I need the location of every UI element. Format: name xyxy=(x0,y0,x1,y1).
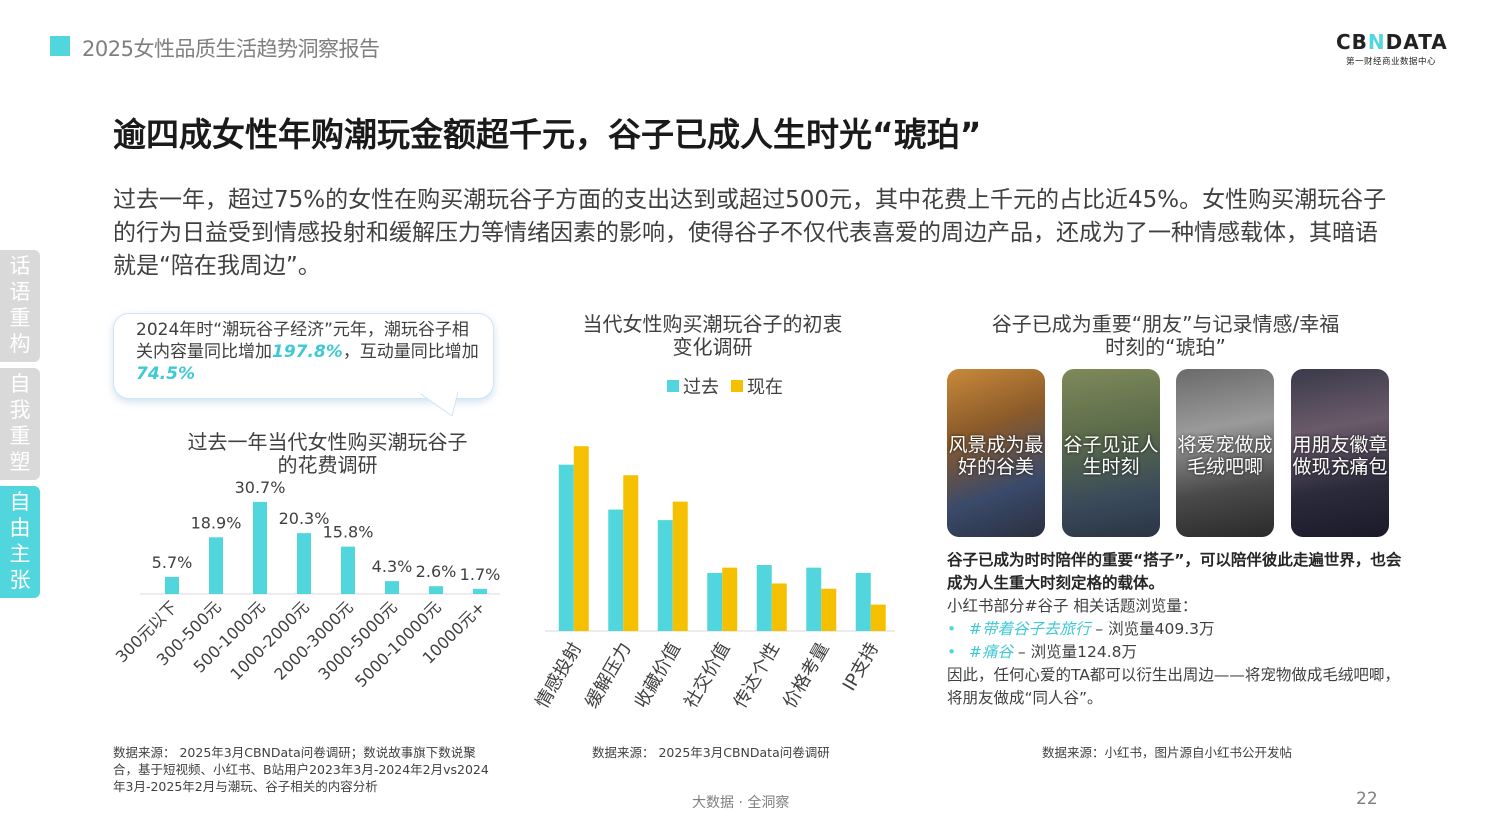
right-panel-text: 谷子已成为时时陪伴的重要“搭子”，可以陪伴彼此走遍世界，也会成为人生重大时刻定格… xyxy=(947,549,1407,710)
source-note-right: 数据来源：小红书，图片源自小红书公开发帖 xyxy=(1042,745,1293,760)
data-label: 15.8% xyxy=(323,523,374,542)
photo-card-scenery[interactable]: 风景成为最好的谷美 xyxy=(947,369,1045,537)
tick-label: 价格考量 xyxy=(779,639,833,712)
companion-statement: 谷子已成为时时陪伴的重要“搭子”，可以陪伴彼此走遍世界，也会成为人生重大时刻定格… xyxy=(947,551,1402,592)
motivation-legend: 过去 现在 xyxy=(667,373,783,399)
photo-card-pet[interactable]: 将爱宠做成毛绒吧唧 xyxy=(1176,369,1274,537)
side-tab-discourse[interactable]: 话语重构 xyxy=(0,250,40,362)
motivation-chart-title: 当代女性购买潮玩谷子的初衷 变化调研 xyxy=(582,312,843,359)
bar xyxy=(473,588,487,594)
bar xyxy=(341,546,355,594)
bar-now xyxy=(672,501,688,631)
side-tab-self[interactable]: 自我重塑 xyxy=(0,368,40,480)
data-label: 18.9% xyxy=(191,513,242,532)
topic-tag-itabag[interactable]: #痛谷 xyxy=(969,643,1013,661)
bar-now xyxy=(771,583,787,631)
page-number: 22 xyxy=(1356,789,1378,809)
tick-label: IP支持 xyxy=(839,639,883,695)
data-label: 2.6% xyxy=(416,562,457,581)
speech-bubble-tail xyxy=(418,392,458,416)
spend-bar-chart: 5.7%300元以下18.9%300-500元30.7%500-1000元20.… xyxy=(112,478,501,691)
brand-name: CBNDATA xyxy=(1336,30,1448,54)
source-note-left: 数据来源： 2025年3月CBNData问卷调研；数说故事旗下数说聚合，基于短视… xyxy=(113,745,489,794)
bar-now xyxy=(870,604,886,631)
brand-logo: CBNDATA 第一财经商业数据中心 xyxy=(1336,30,1448,67)
intro-paragraph: 过去一年，超过75%的女性在购买潮玩谷子方面的支出达到或超过500元，其中花费上… xyxy=(113,187,1387,279)
slide-headline: 逾四成女性年购潮玩金额超千元，谷子已成人生时光“琥珀” xyxy=(113,115,982,154)
side-tab-freedom[interactable]: 自由主张 xyxy=(0,486,40,598)
bar xyxy=(253,501,267,594)
report-title: 2025女性品质生活趋势洞察报告 xyxy=(82,37,380,61)
bar xyxy=(385,581,399,594)
legend-past: 过去 xyxy=(667,373,719,399)
bar-past xyxy=(558,464,574,631)
photo-card-friend-badge[interactable]: 用朋友徽章做现充痛包 xyxy=(1291,369,1389,537)
bar-past xyxy=(657,520,673,631)
tick-label: 情感投射 xyxy=(532,639,586,712)
data-label: 4.3% xyxy=(372,557,413,576)
data-label: 1.7% xyxy=(460,565,501,584)
bubble-text: 2024年时“潮玩谷子经济”元年，潮玩谷子相关内容量同比增加197.8%，互动量… xyxy=(136,320,479,384)
bar-now xyxy=(623,475,639,631)
source-note-middle: 数据来源： 2025年3月CBNData问卷调研 xyxy=(592,745,830,760)
data-label: 20.3% xyxy=(279,509,330,528)
bubble-value-interaction: 74.5% xyxy=(136,364,195,384)
legend-now: 现在 xyxy=(731,373,783,399)
title-accent-square xyxy=(50,36,70,56)
bar xyxy=(429,586,443,594)
brand-subtitle: 第一财经商业数据中心 xyxy=(1345,57,1436,67)
friend-amber-title: 谷子已成为重要“朋友”与记录情感/幸福 时刻的“琥珀” xyxy=(991,312,1340,359)
speech-bubble xyxy=(113,313,494,399)
bubble-value-content: 197.8% xyxy=(272,342,343,362)
data-label: 30.7% xyxy=(235,478,286,497)
bar xyxy=(165,576,179,594)
bar-past xyxy=(707,572,723,631)
closing-statement: 因此，任何心爱的TA都可以衍生出周边——将宠物做成毛绒吧唧，将朋友做成“同人谷”… xyxy=(947,666,1400,707)
data-label: 5.7% xyxy=(152,553,193,572)
tick-label: 社交价值 xyxy=(680,639,734,712)
spend-chart-title: 过去一年当代女性购买潮玩谷子 的花费调研 xyxy=(187,430,468,477)
bar-past xyxy=(608,509,624,631)
tick-label: 传达个性 xyxy=(730,639,784,712)
bar-now xyxy=(821,588,837,631)
footer-slogan: 大数据 · 全洞察 xyxy=(692,795,790,811)
tick-label: 收藏价值 xyxy=(631,639,685,712)
bar-past xyxy=(855,572,871,631)
topic-item: • #带着谷子去旅行 – 浏览量409.3万 xyxy=(947,620,1215,638)
bar xyxy=(297,533,311,594)
bar-now xyxy=(573,446,589,631)
tick-label: 缓解压力 xyxy=(581,639,635,712)
bar-now xyxy=(722,567,738,631)
views-heading: 小红书部分#谷子 相关话题浏览量： xyxy=(947,597,1198,615)
bar xyxy=(209,537,223,594)
photo-card-life-moment[interactable]: 谷子见证人生时刻 xyxy=(1062,369,1160,537)
topic-tag-travel[interactable]: #带着谷子去旅行 xyxy=(969,620,1091,638)
bar-past xyxy=(756,565,772,631)
bar-past xyxy=(806,567,822,631)
topic-item: • #痛谷 – 浏览量124.8万 xyxy=(947,643,1137,661)
